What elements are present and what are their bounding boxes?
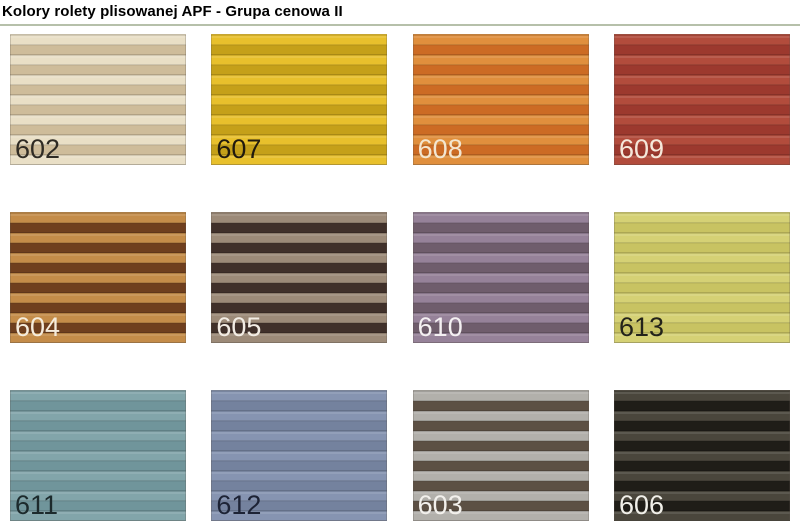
swatch-code: 606 [618,490,665,520]
swatch-row-1: 602 607 608 609 [10,34,790,165]
swatch-607: 607 [211,34,388,165]
swatch-code: 610 [417,312,463,342]
swatch-603: 603 [412,390,589,521]
swatch-604: 604 [10,212,186,343]
swatch-code: 609 [618,134,665,164]
swatch-610: 610 [412,212,589,343]
swatch-code: 604 [15,312,61,342]
page-title: Kolory rolety plisowanej APF - Grupa cen… [2,3,343,20]
swatch-code: 603 [417,490,463,520]
swatch-code: 602 [15,134,61,164]
swatch-605: 605 [211,212,388,343]
swatch-row-3: 611 612 603 606 [10,390,790,521]
swatch-613: 613 [613,212,790,343]
swatch-code: 607 [216,134,262,164]
swatch-code: 608 [417,134,463,164]
swatch-609: 609 [613,34,790,165]
swatch-611: 611 [10,390,186,521]
swatch-code: 613 [618,312,665,342]
swatch-602: 602 [10,34,186,165]
swatch-code: 612 [216,490,262,520]
swatch-612: 612 [211,390,388,521]
swatch-row-2: 604 605 610 613 [10,212,790,343]
header-divider [0,24,800,26]
swatch-608: 608 [412,34,589,165]
swatch-grid: 602 607 608 609 604 605 610 613 [0,34,800,521]
swatch-code: 605 [216,312,262,342]
swatch-606: 606 [613,390,790,521]
swatch-code: 611 [15,490,59,520]
